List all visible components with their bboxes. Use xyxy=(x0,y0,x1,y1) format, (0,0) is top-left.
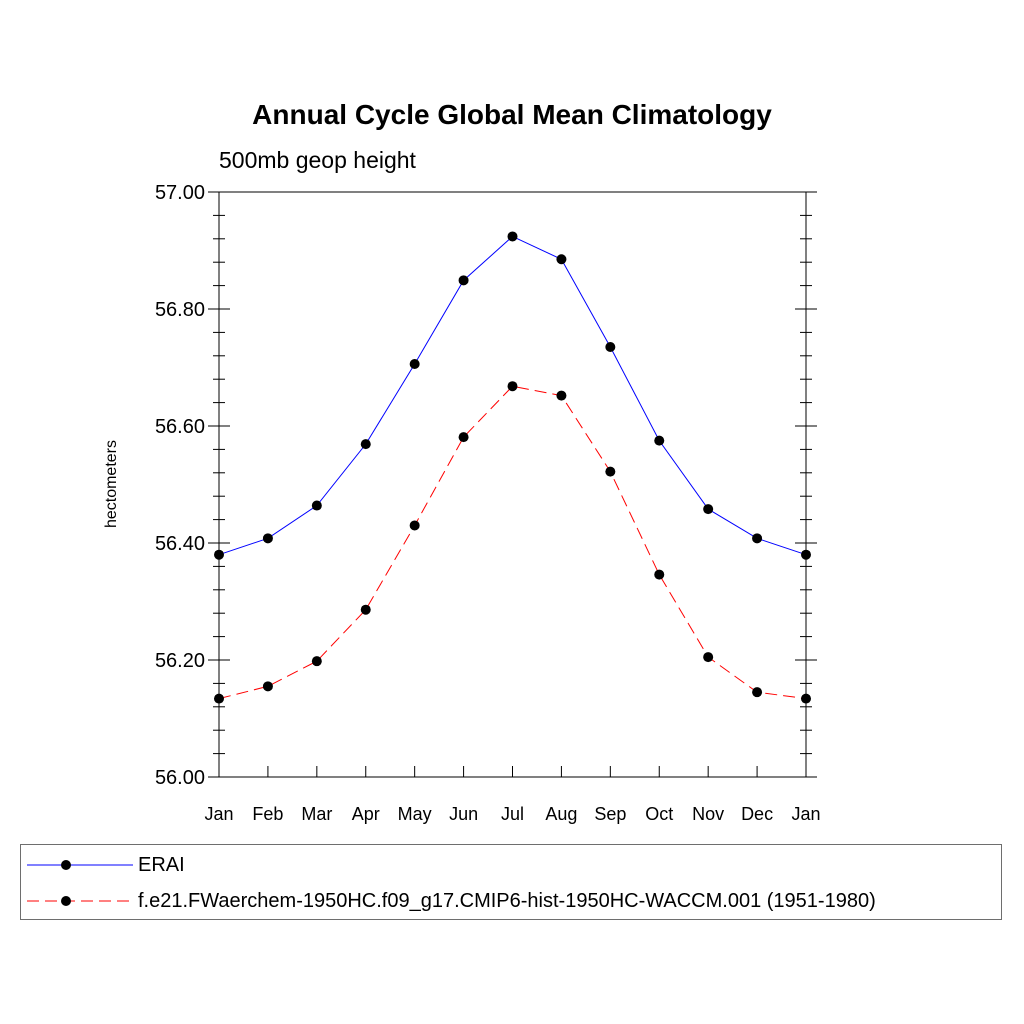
legend-label-model: f.e21.FWaerchem-1950HC.f09_g17.CMIP6-his… xyxy=(138,890,876,912)
legend-swatch-model xyxy=(27,896,133,906)
chart-canvas: Annual Cycle Global Mean Climatology 500… xyxy=(103,99,821,824)
series-0-point xyxy=(311,500,322,511)
series-line-1 xyxy=(218,385,807,700)
y-tick-label: 56.20 xyxy=(155,650,205,672)
series-0-point xyxy=(262,533,273,544)
series-line-0 xyxy=(218,235,807,556)
x-tick-label: Apr xyxy=(352,804,380,824)
x-tick-label: Dec xyxy=(741,804,773,824)
x-tick-label: Feb xyxy=(252,804,283,824)
plot-frame xyxy=(218,191,807,778)
x-tick-label: Jan xyxy=(791,804,820,824)
series-0-point xyxy=(801,549,811,560)
series-0-point xyxy=(360,439,371,450)
series-1-point xyxy=(507,381,518,392)
x-tick-label: Aug xyxy=(545,804,577,824)
legend-item-erai: ERAI xyxy=(21,845,1001,883)
series-1-point xyxy=(311,656,322,667)
x-tick-label: Nov xyxy=(692,804,724,824)
series-1-point xyxy=(752,687,763,698)
series-1-point xyxy=(214,693,224,704)
legend-item-model: f.e21.FWaerchem-1950HC.f09_g17.CMIP6-his… xyxy=(21,883,1001,921)
series-0-point xyxy=(214,549,224,560)
series-0-point xyxy=(654,435,665,446)
chart-title: Annual Cycle Global Mean Climatology xyxy=(252,99,772,130)
legend-swatch-erai xyxy=(27,860,133,870)
series-0-point xyxy=(605,342,616,353)
x-tick-label: Sep xyxy=(594,804,626,824)
x-tick-label: Mar xyxy=(301,804,332,824)
series-1-point xyxy=(409,520,420,531)
x-tick-label: Jul xyxy=(501,804,524,824)
series-1-point xyxy=(801,693,811,704)
y-tick-label: 56.60 xyxy=(155,416,205,438)
series-0-point xyxy=(556,254,567,265)
legend: ERAI f.e21.FWaerchem-1950HC.f09_g17.CMIP… xyxy=(20,844,1002,920)
x-tick-label: Jan xyxy=(204,804,233,824)
x-tick-label: Jun xyxy=(449,804,478,824)
y-tick-label: 56.80 xyxy=(155,299,205,321)
series-1-point xyxy=(556,390,567,401)
x-tick-label: Oct xyxy=(645,804,673,824)
series-1-point xyxy=(703,652,714,663)
series-0-point xyxy=(507,231,518,242)
x-tick-label: May xyxy=(398,804,432,824)
series-0-point xyxy=(409,358,420,369)
series-1-point xyxy=(654,569,665,580)
series-1-point xyxy=(458,432,469,443)
legend-label-erai: ERAI xyxy=(138,854,185,876)
y-axis-label: hectometers xyxy=(103,440,120,528)
axes-layer: 56.00 56.20 56.40 56.60 56.80 57.00 Jan Feb Mar A… xyxy=(155,182,821,824)
chart-subtitle: 500mb geop height xyxy=(219,147,417,173)
series-1-point xyxy=(605,466,616,477)
series-0-point xyxy=(458,275,469,286)
y-tick-label: 56.40 xyxy=(155,533,205,555)
series-0-point xyxy=(752,533,763,544)
y-tick-label: 56.00 xyxy=(155,767,205,789)
series-1-point xyxy=(262,681,273,692)
y-tick-label: 57.00 xyxy=(155,182,205,204)
series-1-point xyxy=(360,604,371,615)
series-0-point xyxy=(703,504,714,515)
series-layer xyxy=(214,231,811,704)
